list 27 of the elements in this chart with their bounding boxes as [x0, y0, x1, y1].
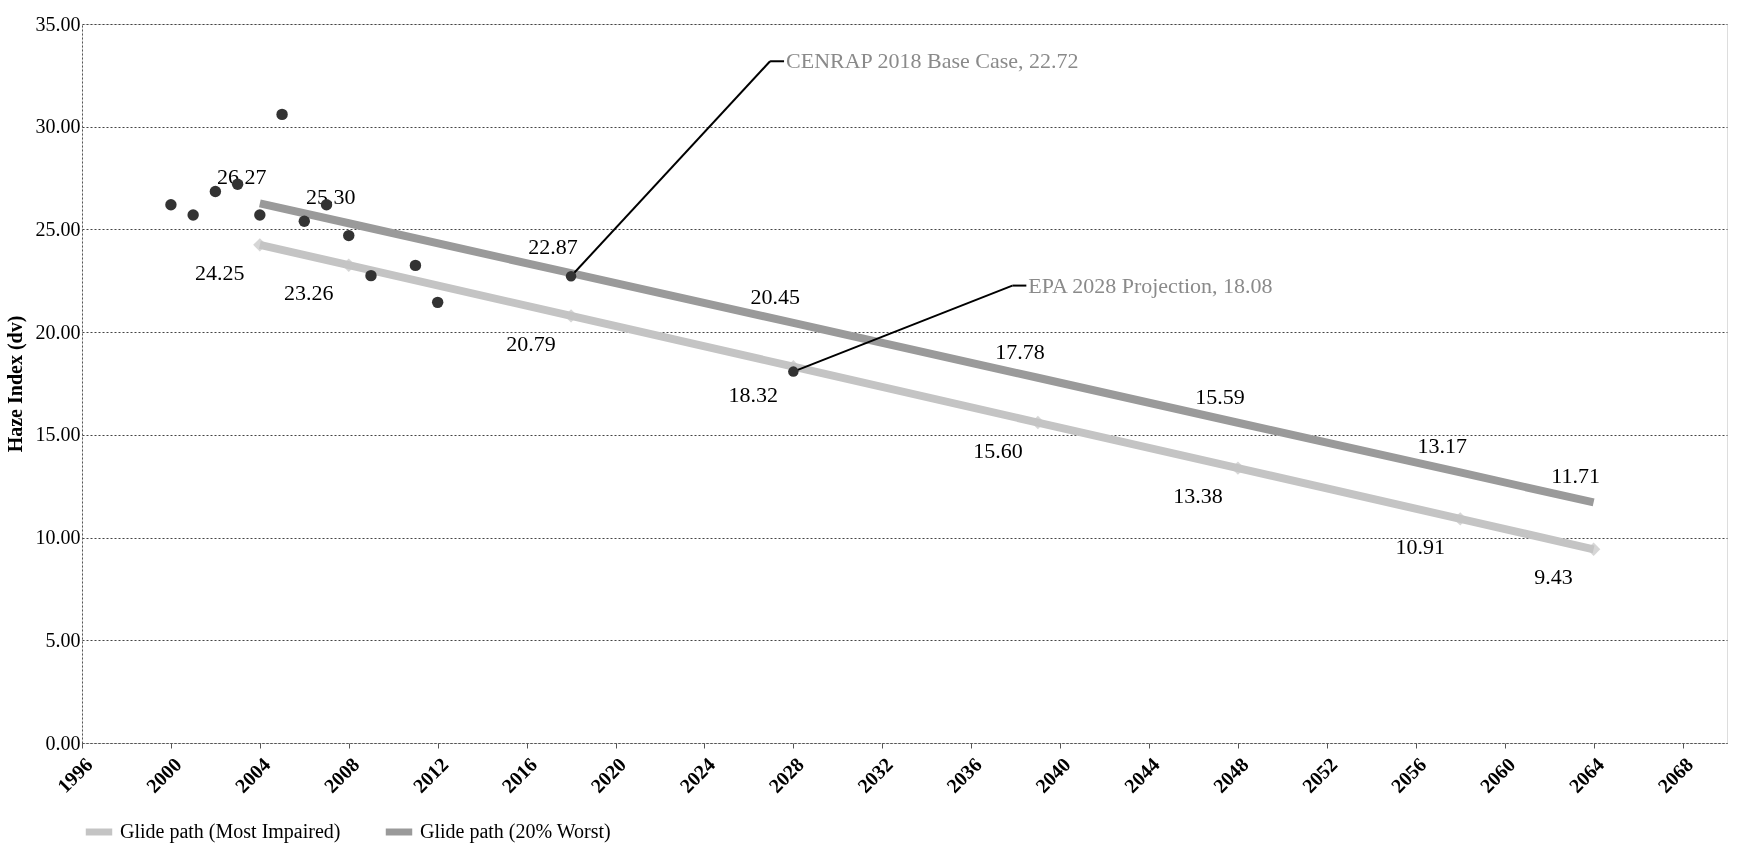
- y-tick-label: 10.00: [35, 526, 81, 549]
- data-label: 20.45: [750, 283, 801, 309]
- data-label: 18.32: [728, 381, 779, 407]
- y-tick-label: 0.00: [45, 731, 81, 754]
- y-axis-title: Haze Index (dv): [3, 315, 27, 453]
- data-label: 17.78: [995, 338, 1045, 364]
- y-tick-label: 15.00: [35, 423, 81, 446]
- data-label: 9.43: [1534, 564, 1573, 590]
- data-label: 10.91: [1395, 533, 1445, 559]
- y-tick-label: 5.00: [45, 628, 81, 651]
- data-label: 24.25: [195, 259, 245, 285]
- data-label: 23.26: [284, 280, 334, 306]
- y-tick-label: 25.00: [35, 217, 81, 240]
- data-label: 15.59: [1195, 383, 1245, 409]
- data-label: 13.17: [1417, 433, 1467, 459]
- annotation: CENRAP 2018 Base Case, 22.72: [786, 48, 1079, 74]
- annotation: EPA 2028 Projection, 18.08: [1028, 272, 1273, 298]
- data-label: 20.79: [506, 330, 556, 356]
- legend-label: Glide path (20% Worst): [420, 820, 611, 843]
- legend-label: Glide path (Most Impaired): [120, 820, 341, 843]
- y-tick-label: 20.00: [35, 320, 81, 343]
- data-label: 15.60: [973, 437, 1023, 463]
- data-label: 13.38: [1173, 483, 1223, 509]
- y-tick-label: 30.00: [35, 115, 81, 138]
- data-label: 11.71: [1551, 463, 1600, 489]
- data-label: 22.87: [528, 234, 578, 260]
- y-tick-label: 35.00: [35, 12, 81, 35]
